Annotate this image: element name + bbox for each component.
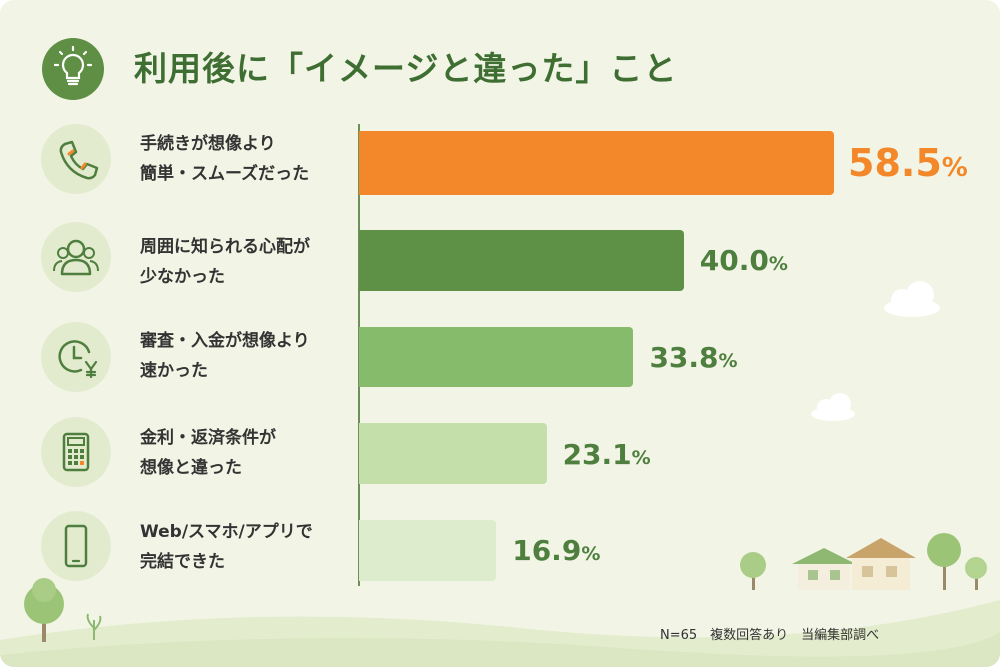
sprout-icon — [86, 613, 102, 640]
data-label-unit: % — [631, 447, 651, 469]
data-label-unit: % — [941, 153, 968, 183]
bar — [359, 520, 497, 581]
page-title: 利用後に「イメージと違った」こと — [134, 49, 678, 88]
category-label-line: Web/スマホ/アプリで — [140, 522, 313, 542]
data-label-value: 40.0 — [699, 244, 769, 277]
tree-icon — [24, 533, 987, 642]
category-label-line: 金利・返済条件が — [140, 428, 276, 448]
data-label-value: 33.8 — [649, 341, 719, 374]
cloud-icon — [884, 281, 940, 317]
category-label: 審査・入金が想像より 速かった — [140, 326, 350, 386]
category-label: 周囲に知られる心配が 少なかった — [140, 232, 350, 292]
people-icon — [41, 222, 111, 292]
data-label-value: 58.5 — [848, 141, 942, 185]
category-label-line: 想像と違った — [140, 458, 242, 478]
footnote: N=65 複数回答あり 当編集部調べ — [660, 628, 880, 643]
category-label-line: 審査・入金が想像より — [140, 331, 310, 351]
data-label-value: 16.9 — [512, 534, 582, 567]
bar — [359, 230, 684, 291]
category-label-line: 速かった — [140, 361, 208, 381]
clock-yen-icon — [41, 322, 111, 392]
data-label-unit: % — [581, 543, 601, 565]
data-label: 33.8% — [649, 338, 737, 378]
category-label-line: 周囲に知られる心配が — [140, 237, 310, 257]
data-label: 40.0% — [700, 241, 788, 281]
data-label-unit: % — [718, 350, 738, 372]
category-label-line: 手続きが想像より — [140, 134, 276, 154]
lightbulb-icon — [42, 38, 104, 100]
category-label-line: 完結できた — [140, 552, 225, 572]
bar — [359, 423, 547, 484]
category-label-line: 簡単・スムーズだった — [140, 164, 310, 184]
data-label-unit: % — [768, 253, 788, 275]
smartphone-icon — [41, 511, 111, 581]
data-label: 16.9% — [512, 531, 600, 571]
category-label: 金利・返済条件が 想像と違った — [140, 423, 350, 483]
cloud-icon — [811, 393, 855, 421]
calculator-icon — [41, 417, 111, 487]
bar — [359, 327, 634, 387]
houses-icon — [792, 538, 916, 590]
bar — [359, 131, 834, 195]
data-label-value: 23.1 — [562, 438, 632, 471]
category-label-line: 少なかった — [140, 267, 225, 287]
data-label: 23.1% — [563, 435, 651, 475]
data-label: 58.5% — [848, 143, 968, 183]
category-label: 手続きが想像より 簡単・スムーズだった — [140, 129, 350, 189]
phone-icon — [41, 124, 111, 194]
category-label: Web/スマホ/アプリで 完結できた — [140, 517, 350, 577]
